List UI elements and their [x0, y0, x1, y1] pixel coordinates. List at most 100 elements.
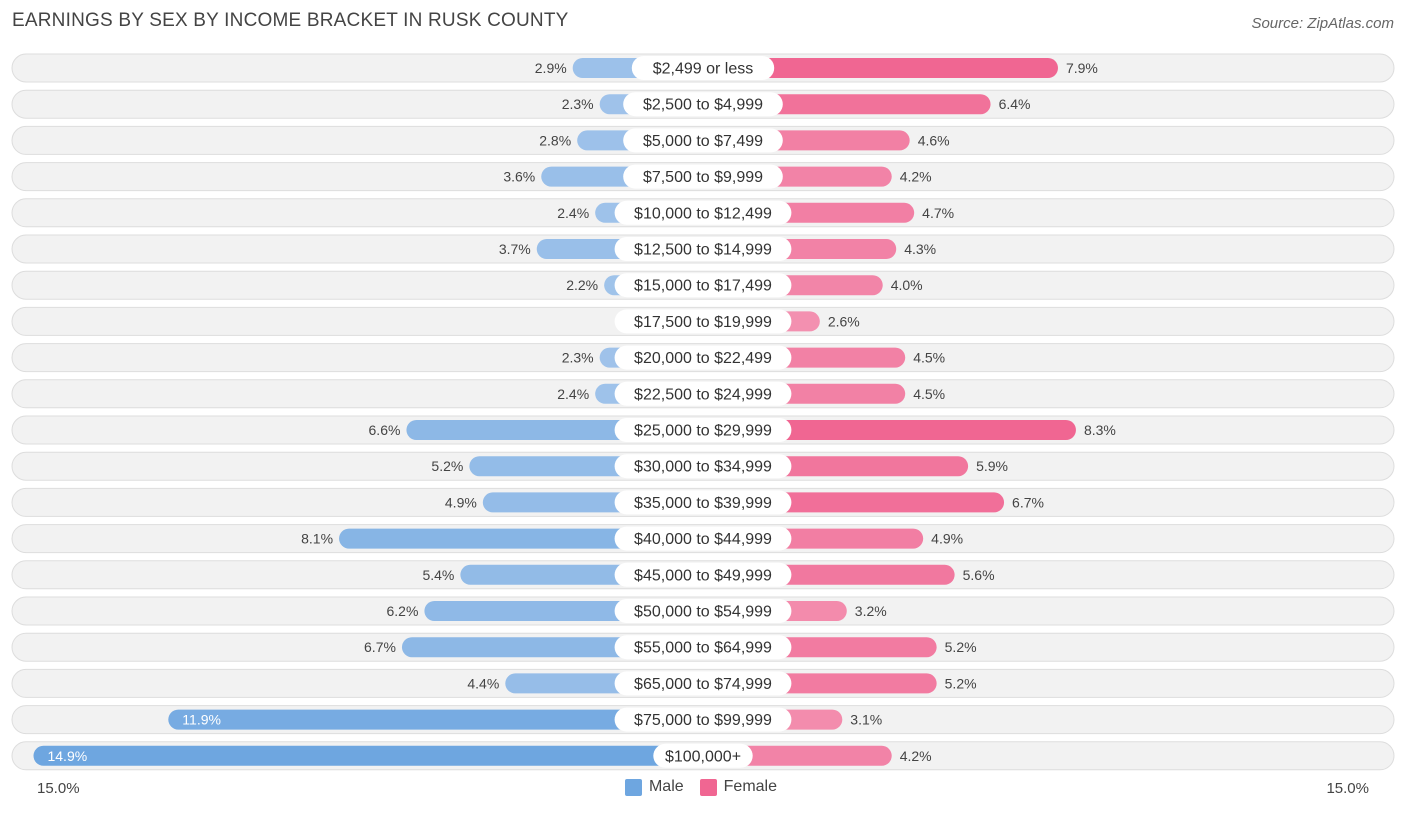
category-label: $100,000+ [665, 748, 741, 765]
bar-row: 6.6% 8.3% $25,000 to $29,999 [11, 415, 1395, 445]
category-label: $2,499 or less [653, 61, 754, 78]
male-value-label: 5.2% [431, 458, 463, 474]
category-label: $10,000 to $12,499 [634, 205, 772, 222]
category-pill [623, 164, 783, 189]
category-pill [614, 671, 792, 696]
male-value-label: 4.4% [467, 675, 499, 691]
male-value-label: 3.6% [503, 169, 535, 185]
category-label: $55,000 to $64,999 [634, 640, 772, 657]
female-value-label: 8.3% [1084, 422, 1116, 438]
female-value-label: 6.7% [1012, 494, 1044, 510]
female-value-label: 4.3% [904, 241, 936, 257]
category-pill [614, 237, 792, 261]
category-pill [614, 562, 792, 587]
category-pill [614, 599, 792, 623]
male-value-label: 14.9% [47, 748, 87, 764]
female-value-label: 4.0% [891, 277, 923, 293]
category-label: $50,000 to $54,999 [634, 604, 772, 621]
legend-label-male: Male [648, 778, 684, 795]
category-pill [614, 635, 792, 660]
male-value-label: 3.7% [499, 241, 531, 257]
source-label: Source: ZipAtlas.com [1251, 15, 1394, 32]
category-label: $15,000 to $17,499 [634, 278, 772, 295]
bar-row: 1.1%2.6%$17,500 to $19,999 [11, 306, 1395, 336]
female-value-label: 2.6% [828, 313, 860, 329]
category-pill [614, 381, 792, 406]
female-value-label: 4.5% [913, 386, 945, 402]
legend: Male Female [0, 778, 1406, 796]
category-pill [614, 490, 792, 515]
legend-item-male[interactable]: Male [624, 778, 684, 796]
female-value-label: 4.2% [900, 748, 932, 764]
legend-item-female[interactable]: Female [699, 778, 778, 796]
category-label: $22,500 to $24,999 [634, 386, 772, 403]
category-label: $17,500 to $19,999 [634, 314, 772, 331]
female-value-label: 5.2% [945, 639, 977, 655]
category-pill [653, 743, 753, 768]
female-value-label: 7.9% [1066, 60, 1098, 76]
male-value-label: 2.3% [562, 350, 594, 366]
category-label: $35,000 to $39,999 [634, 495, 772, 512]
female-value-label: 5.9% [976, 458, 1008, 474]
bar-row: 2.4% 4.5% $22,500 to $24,999 [11, 379, 1395, 409]
male-bar [33, 745, 703, 766]
female-value-label: 4.5% [913, 350, 945, 366]
male-bar [168, 709, 703, 730]
bar-row: 5.4% 5.6% $45,000 to $49,999 [11, 560, 1395, 590]
male-value-label: 2.9% [535, 60, 567, 76]
bar-row: 4.4% 5.2% $65,000 to $74,999 [11, 668, 1395, 698]
category-label: $30,000 to $34,999 [634, 459, 772, 476]
chart-area: 2.9% 7.9% $2,499 or less 2.3% 6.4% $2,500 to … [11, 53, 1395, 771]
category-pill [614, 418, 792, 442]
bar-row: 8.1% 4.9% $40,000 to $44,999 [11, 524, 1395, 554]
category-pill [614, 309, 792, 334]
category-label: $45,000 to $49,999 [634, 567, 772, 584]
male-bar [339, 528, 703, 549]
category-pill [614, 273, 792, 298]
legend-swatch-male [624, 778, 642, 796]
bar-row: 3.7% 4.3% $12,500 to $14,999 [11, 234, 1395, 264]
category-label: $65,000 to $74,999 [634, 676, 772, 693]
bar-row: 2.3% 6.4% $2,500 to $4,999 [11, 89, 1395, 119]
female-value-label: 4.2% [900, 169, 932, 185]
category-label: $40,000 to $44,999 [634, 531, 772, 548]
bar-row: 11.9% 3.1% $75,000 to $99,999 [11, 705, 1395, 735]
female-bar [703, 58, 1058, 78]
category-pill [631, 56, 775, 80]
axis-max-label: 15.0% [1326, 780, 1369, 797]
axis-min-label: 15.0% [37, 780, 80, 797]
bar-row: 5.2% 5.9% $30,000 to $34,999 [11, 451, 1395, 481]
bar-row: 2.9% 7.9% $2,499 or less [11, 53, 1395, 83]
category-label: $25,000 to $29,999 [634, 423, 772, 440]
female-value-label: 3.2% [855, 603, 887, 619]
bar-row: 2.4% 4.7% $10,000 to $12,499 [11, 198, 1395, 228]
female-value-label: 4.7% [922, 205, 954, 221]
bar-row: 2.8% 4.6% $5,000 to $7,499 [11, 125, 1395, 155]
male-value-label: 8.1% [301, 531, 333, 547]
category-pill [614, 454, 792, 479]
bar-row: 2.3% 4.5% $20,000 to $22,499 [11, 343, 1395, 373]
bar-row: 6.2% 3.2% $50,000 to $54,999 [11, 596, 1395, 626]
female-value-label: 5.6% [963, 567, 995, 583]
legend-label-female: Female [723, 778, 778, 795]
category-pill [614, 200, 792, 225]
male-value-label: 6.2% [386, 603, 418, 619]
male-value-label: 2.4% [557, 386, 589, 402]
male-value-label: 6.7% [364, 639, 396, 655]
bar-row: 6.7% 5.2% $55,000 to $64,999 [11, 632, 1395, 662]
category-label: $2,500 to $4,999 [643, 97, 763, 114]
male-value-label: 4.9% [445, 494, 477, 510]
category-label: $12,500 to $14,999 [634, 242, 772, 259]
bar-row: 4.9% 6.7% $35,000 to $39,999 [11, 487, 1395, 517]
legend-swatch-female [699, 778, 717, 796]
bar-row: 14.9% 4.2% $100,000+ [11, 741, 1395, 771]
category-pill [614, 345, 792, 370]
female-value-label: 4.6% [918, 132, 950, 148]
category-pill [614, 707, 792, 732]
category-pill [614, 526, 792, 551]
bar-row: 3.6% 4.2% $7,500 to $9,999 [11, 162, 1395, 192]
female-value-label: 5.2% [945, 675, 977, 691]
female-bar [703, 420, 1076, 440]
male-value-label: 6.6% [369, 422, 401, 438]
bar-row: 2.2% 4.0% $15,000 to $17,499 [11, 270, 1395, 300]
